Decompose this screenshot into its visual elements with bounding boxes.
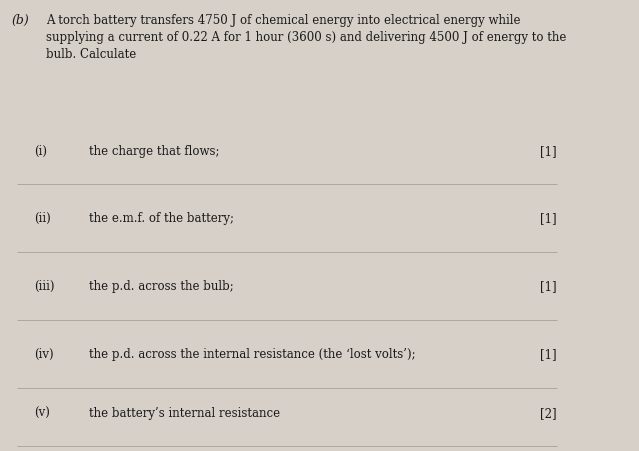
Text: (iv): (iv)	[35, 347, 54, 360]
Text: the battery’s internal resistance: the battery’s internal resistance	[89, 406, 280, 419]
Text: the e.m.f. of the battery;: the e.m.f. of the battery;	[89, 212, 234, 225]
Text: (b): (b)	[12, 14, 29, 27]
Text: the charge that flows;: the charge that flows;	[89, 144, 220, 157]
Text: the p.d. across the internal resistance (the ‘lost volts’);: the p.d. across the internal resistance …	[89, 347, 415, 360]
Text: [1]: [1]	[541, 347, 557, 360]
Text: [1]: [1]	[541, 212, 557, 225]
Text: (v): (v)	[35, 406, 50, 419]
Text: (iii): (iii)	[35, 280, 55, 293]
Text: [1]: [1]	[541, 144, 557, 157]
Text: (i): (i)	[35, 144, 47, 157]
Text: [1]: [1]	[541, 280, 557, 293]
Text: [2]: [2]	[541, 406, 557, 419]
Text: the p.d. across the bulb;: the p.d. across the bulb;	[89, 280, 234, 293]
Text: A torch battery transfers 4750 J of chemical energy into electrical energy while: A torch battery transfers 4750 J of chem…	[46, 14, 566, 60]
Text: (ii): (ii)	[35, 212, 51, 225]
